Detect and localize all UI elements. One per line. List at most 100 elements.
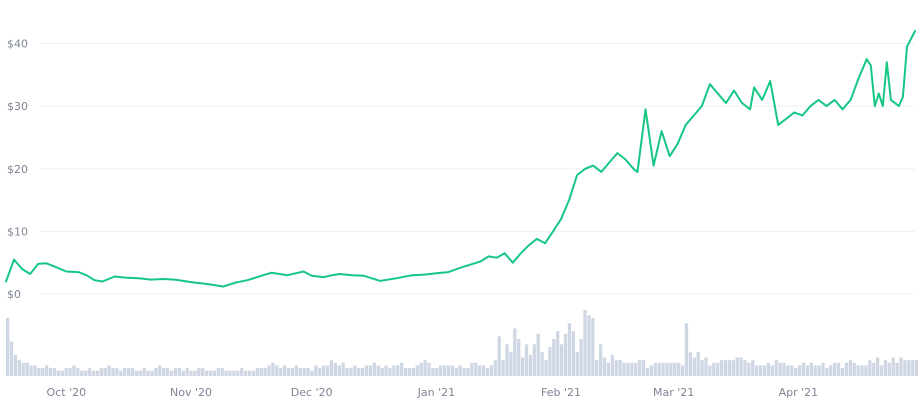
volume-bar [439,365,443,376]
volume-bar [318,368,322,376]
volume-bar [322,365,326,376]
volume-bar [435,368,439,376]
volume-bar [719,360,724,376]
volume-bar [450,365,455,376]
volume-bar [915,360,918,376]
volume-bar [821,362,825,376]
volume-bar [361,368,365,376]
volume-bar [692,357,696,376]
volume-bar [72,365,76,376]
volume-bar [173,368,178,376]
volume-bar [403,368,408,376]
volume-bar [442,365,447,376]
volume-bar [696,352,700,376]
x-tick-label: Feb '21 [541,386,581,399]
volume-bar [634,362,638,376]
volume-bar [825,368,829,376]
volume-bar [493,360,497,376]
volume-bar [169,370,174,376]
volume-bar [107,365,111,376]
volume-bar [875,357,880,376]
volume-bar [758,365,763,376]
volume-bar [185,368,189,376]
volume-bar [872,362,876,376]
volume-bar [251,370,256,376]
volume-bar [454,368,458,376]
volume-bar [329,360,334,376]
volume-bar [524,344,529,376]
volume-bar [80,370,84,376]
volume-bar [33,365,37,376]
volume-bar [201,368,205,376]
volume-bar [306,368,310,376]
volume-bar [649,365,653,376]
volume-bar [353,365,357,376]
volume-bar [610,354,614,376]
volume-bar [677,362,681,376]
volume-bar [130,368,135,376]
volume-bar [216,368,220,376]
volume-bar [665,362,669,376]
volume-bar [688,352,693,376]
volume-bars [6,310,918,376]
volume-bar [669,362,673,376]
volume-bar [552,339,556,376]
volume-bar [911,360,915,376]
volume-bar [165,368,170,376]
volume-bar [376,365,380,376]
volume-bar [396,365,400,376]
volume-bar [481,365,486,376]
volume-bar [716,362,720,376]
volume-bar [559,344,564,376]
volume-bar [9,341,14,376]
volume-bar [474,362,478,376]
volume-bar [415,365,419,376]
volume-bar [766,362,771,376]
volume-bar [275,365,279,376]
volume-bar [263,368,267,376]
volume-bar [653,362,657,376]
volume-bar [372,362,377,376]
volume-bar [255,368,259,376]
volume-bar [419,362,423,376]
volume-bar [891,357,895,376]
x-tick-label: Nov '20 [170,386,212,399]
volume-bar [528,354,533,376]
volume-bar [556,331,560,376]
volume-bar [517,339,521,376]
volume-bar [731,360,735,376]
price-line [5,30,916,288]
volume-bar [41,368,45,376]
volume-bar [146,370,150,376]
volume-bar [879,365,884,376]
volume-bar [641,360,646,376]
volume-bar [142,368,146,376]
volume-bar [462,368,466,376]
price-line-layer [5,30,916,288]
volume-bar [680,365,685,376]
volume-bar [232,370,236,376]
volume-bar [852,362,856,376]
volume-bar [364,365,369,376]
volume-bar [606,362,611,376]
volume-bar [45,365,49,376]
volume-bar [76,368,80,376]
volume-bar [298,368,302,376]
volume-bar [13,354,18,376]
volume-bar [790,365,794,376]
x-tick-label: Mar '21 [653,386,694,399]
volume-bar [204,370,209,376]
volume-bar [286,368,291,376]
volume-bar [735,357,739,376]
volume-bar [392,365,396,376]
volume-bar [208,370,213,376]
volume-bar [536,333,540,376]
volume-bar [657,362,661,376]
grid-lines [40,43,915,295]
volume-bar [6,317,10,376]
volume-bar [520,357,525,376]
volume-bar [809,362,813,376]
volume-bar [282,365,287,376]
